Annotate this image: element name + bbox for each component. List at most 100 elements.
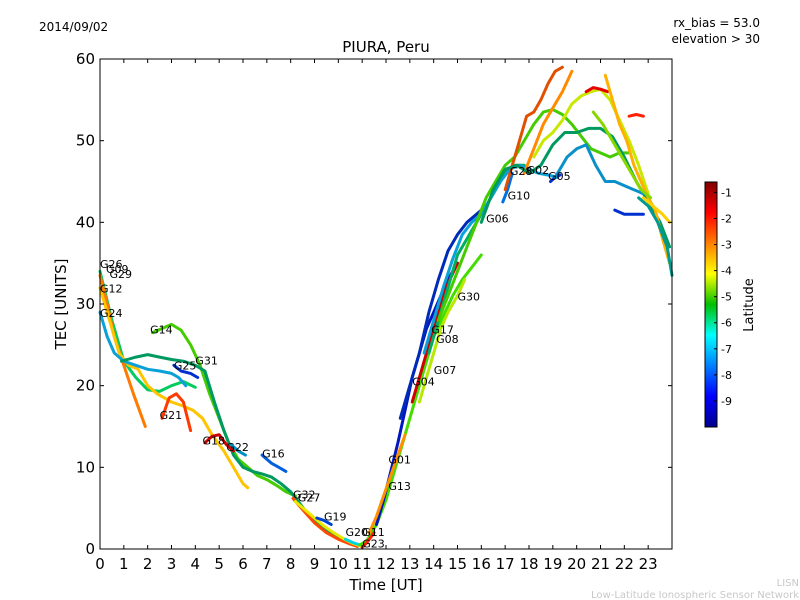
y-axis-ticks: 0 10 20 30 40 50 60 bbox=[76, 50, 672, 558]
colorbar-tick-label: -7 bbox=[721, 343, 732, 356]
x-tick-label: 3 bbox=[167, 555, 177, 573]
satellite-label-g31: G31 bbox=[195, 354, 218, 367]
satellite-label-g27: G27 bbox=[298, 492, 321, 505]
rx-bias-label: rx_bias = 53.0 bbox=[673, 16, 760, 30]
chart-title: PIURA, Peru bbox=[342, 38, 429, 56]
series-line-s6 bbox=[603, 73, 672, 265]
series-line-g20 bbox=[344, 537, 362, 547]
elevation-label: elevation > 30 bbox=[672, 32, 761, 46]
credit-line1: LISN bbox=[777, 578, 799, 589]
satellite-label-g19: G19 bbox=[324, 510, 347, 523]
satellite-label-g10: G10 bbox=[508, 190, 531, 203]
x-tick-label: 6 bbox=[238, 555, 248, 573]
x-tick-label: 7 bbox=[262, 555, 272, 573]
x-tick-label: 11 bbox=[353, 555, 372, 573]
series-line-s5 bbox=[584, 86, 610, 94]
series-line-s3 bbox=[553, 143, 645, 196]
x-tick-label: 1 bbox=[119, 555, 129, 573]
plot-frame bbox=[99, 58, 673, 550]
colorbar bbox=[704, 181, 718, 428]
x-tick-label: 20 bbox=[567, 555, 586, 573]
series-line-s7 bbox=[591, 110, 653, 200]
colorbar-tick-label: -8 bbox=[721, 369, 732, 382]
satellite-label-g06: G06 bbox=[486, 212, 509, 225]
satellite-label-g02: G02 bbox=[527, 164, 550, 177]
satellite-label-g22: G22 bbox=[226, 441, 249, 454]
satellite-label-g14: G14 bbox=[150, 323, 173, 336]
colorbar-tick-label: -5 bbox=[721, 291, 732, 304]
satellite-label-g05: G05 bbox=[548, 170, 571, 183]
series-line-g26 bbox=[98, 269, 197, 393]
series-line-s4 bbox=[613, 208, 645, 216]
x-tick-label: 22 bbox=[615, 555, 634, 573]
colorbar-tick-label: -4 bbox=[721, 265, 732, 278]
series-line-g13 bbox=[367, 433, 407, 535]
satellite-label-g30: G30 bbox=[458, 291, 481, 304]
satellite-label-g09: G09 bbox=[106, 263, 129, 276]
colorbar-tick-label: -3 bbox=[721, 239, 732, 252]
y-tick-label: 60 bbox=[76, 50, 95, 68]
colorbar-tick-label: -9 bbox=[721, 395, 732, 408]
series-line-g31 bbox=[120, 353, 359, 547]
colorbar-tick-label: -2 bbox=[721, 212, 732, 225]
x-tick-label: 2 bbox=[143, 555, 153, 573]
series-lines bbox=[98, 65, 674, 549]
series-line-g02 bbox=[522, 69, 574, 175]
x-tick-label: 23 bbox=[639, 555, 658, 573]
y-tick-label: 10 bbox=[76, 458, 95, 476]
satellite-label-g07: G07 bbox=[434, 364, 457, 377]
satellite-label-g13: G13 bbox=[388, 480, 411, 493]
series-line-g24 bbox=[98, 310, 188, 388]
satellite-label-g11: G11 bbox=[362, 526, 385, 539]
x-tick-label: 0 bbox=[95, 555, 105, 573]
x-tick-label: 12 bbox=[376, 555, 395, 573]
series-line-g23 bbox=[360, 531, 376, 549]
satellite-label-g23: G23 bbox=[362, 537, 385, 550]
series-line-g17 bbox=[398, 204, 488, 420]
series-line-g19 bbox=[315, 516, 333, 526]
colorbar-tick-label: -6 bbox=[721, 317, 732, 330]
satellite-label-g29: G29 bbox=[110, 268, 133, 281]
series-line-s10 bbox=[641, 196, 672, 224]
x-tick-label: 21 bbox=[591, 555, 610, 573]
series-line-g16 bbox=[260, 453, 288, 473]
y-tick-label: 50 bbox=[76, 132, 95, 150]
satellite-label-g18: G18 bbox=[203, 435, 226, 448]
satellite-label-g24: G24 bbox=[100, 307, 123, 320]
credit-line2: Low-Latitude Ionospheric Sensor Network bbox=[591, 590, 799, 600]
x-tick-label: 5 bbox=[214, 555, 224, 573]
satellite-label-g16: G16 bbox=[262, 448, 285, 461]
series-line-g22 bbox=[229, 443, 247, 457]
satellite-label-g26: G26 bbox=[100, 258, 123, 271]
y-tick-label: 0 bbox=[85, 540, 95, 558]
series-line-g07 bbox=[417, 278, 467, 404]
x-tick-label: 16 bbox=[472, 555, 491, 573]
satellite-label-g01: G01 bbox=[388, 453, 411, 466]
series-line-s9 bbox=[627, 113, 645, 118]
y-axis-label: TEC [UNITS] bbox=[52, 259, 70, 351]
satellite-label-g32: G32 bbox=[293, 488, 316, 501]
date-label: 2014/09/02 bbox=[39, 20, 108, 34]
series-line-g18 bbox=[203, 433, 235, 453]
colorbar-ticks: -1 -2 -3 -4 -5 -6 -7 -8 -9 bbox=[714, 186, 732, 408]
y-tick-label: 30 bbox=[76, 295, 95, 313]
satellite-label-g21: G21 bbox=[160, 409, 183, 422]
x-tick-label: 18 bbox=[519, 555, 538, 573]
series-line-s8 bbox=[637, 196, 674, 277]
satellite-label-g08: G08 bbox=[436, 333, 459, 346]
colorbar-label: Latitude bbox=[742, 278, 757, 332]
satellite-label-g12: G12 bbox=[100, 283, 123, 296]
y-tick-label: 20 bbox=[76, 377, 95, 395]
series-line-g25 bbox=[172, 363, 200, 379]
x-tick-label: 4 bbox=[191, 555, 201, 573]
satellite-label-g28: G28 bbox=[510, 165, 533, 178]
y-tick-label: 40 bbox=[76, 213, 95, 231]
x-axis-label: Time [UT] bbox=[348, 576, 422, 594]
colorbar-tick-label: -1 bbox=[721, 186, 732, 199]
series-line-s1 bbox=[532, 87, 650, 196]
series-line-g06 bbox=[436, 108, 631, 322]
series-line-g29 bbox=[98, 273, 147, 428]
x-tick-label: 13 bbox=[400, 555, 419, 573]
